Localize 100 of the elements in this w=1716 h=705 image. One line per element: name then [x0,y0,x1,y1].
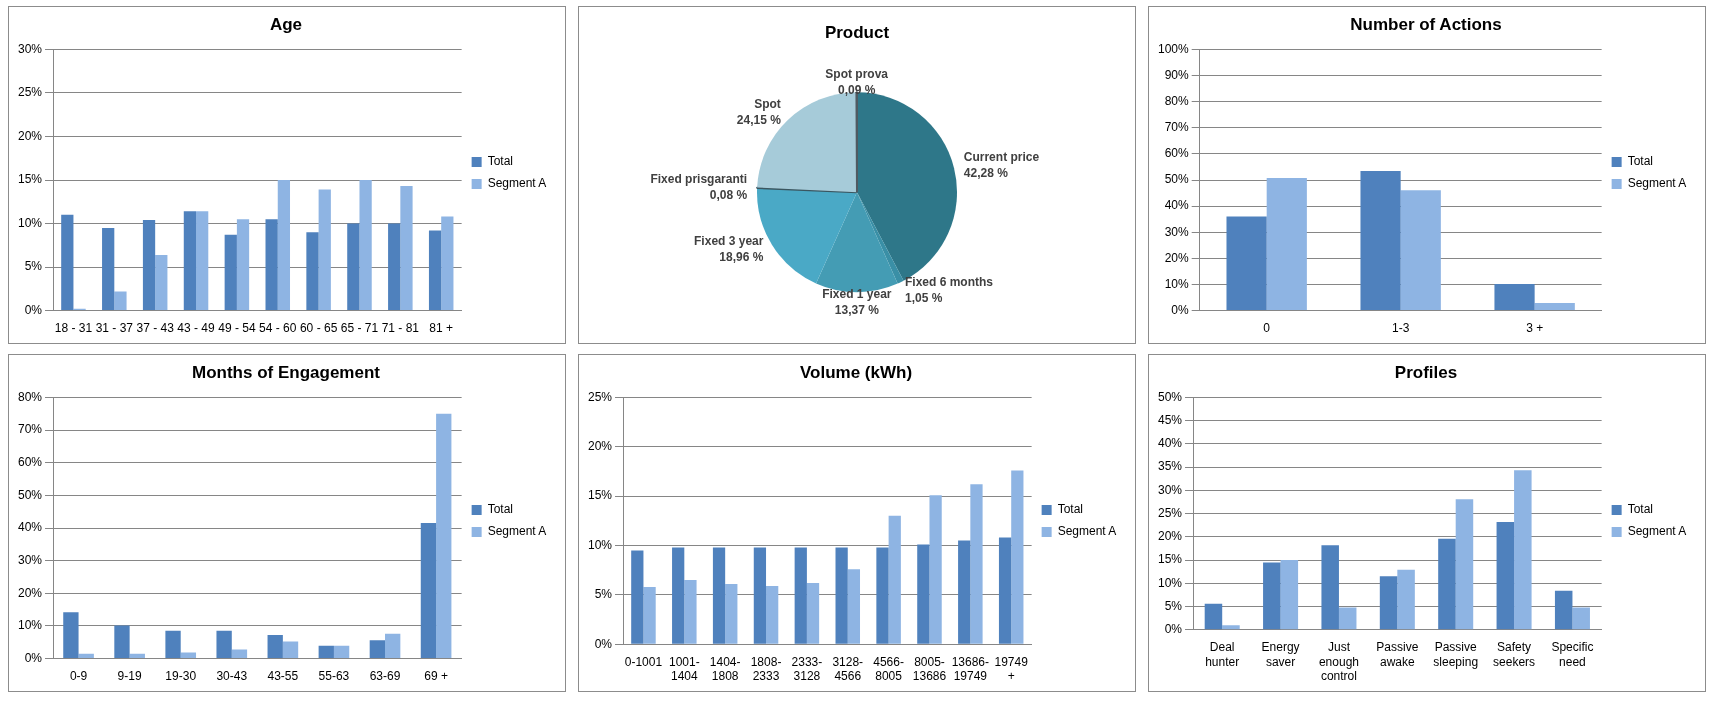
chart-title: Months of Engagement [192,362,381,382]
x-tick-label: 19749 + [994,654,1029,684]
x-tick-label: 1404-1808 [709,654,741,684]
y-tick-label: 20% [17,128,43,143]
y-tick-label: 0% [1164,622,1183,637]
legend-label: Total [1627,502,1653,517]
x-tick-label: 71 - 81 [381,321,420,336]
y-tick-label: 30% [1157,482,1183,497]
x-tick-label: 49 - 54 [218,321,256,336]
legend-label: Segment A [1057,524,1117,539]
y-tick-label: 80% [17,389,43,404]
data-label: 0,08 % [709,187,748,202]
legend-label: Total [1057,502,1083,517]
y-tick-label: 100% [1157,41,1190,56]
x-tick-label: Energy saver [1261,640,1300,669]
x-tick-label: 30-43 [216,669,248,684]
y-tick-label: 30% [17,41,43,56]
x-tick-label: 0-9 [69,669,88,684]
y-tick-label: 90% [1164,67,1190,82]
y-tick-label: 35% [1157,459,1183,474]
x-tick-label: 18 - 31 [54,321,93,336]
y-tick-label: 40% [1164,198,1190,213]
y-tick-label: 50% [1157,389,1183,404]
y-tick-label: 20% [1157,529,1183,544]
x-tick-label: Specific need [1551,640,1594,669]
y-tick-label: 5% [1164,598,1183,613]
x-tick-label: 54 - 60 [259,321,297,336]
y-tick-label: 10% [1164,276,1190,291]
y-tick-label: 60% [17,455,43,470]
chart-title: Product [824,22,890,42]
data-label: 24,15 % [736,113,782,128]
x-tick-label: 19-30 [165,669,197,684]
x-tick-label: 1808-2333 [750,654,782,684]
x-tick-label: 63-69 [369,669,401,684]
slice-label: Fixed prisgaranti [650,171,748,186]
chart-title: Volume (kWh) [799,362,913,382]
x-tick-label: 3 + [1526,321,1544,336]
data-label: 13,37 % [834,302,880,317]
y-tick-label: 5% [24,259,43,274]
y-tick-label: 0% [24,650,43,665]
y-tick-label: 20% [17,585,43,600]
y-tick-label: 70% [17,422,43,437]
y-tick-label: 80% [1164,93,1190,108]
y-tick-label: 25% [17,85,43,100]
legend-label: Segment A [1627,524,1687,539]
chart-title: Age [269,14,303,34]
x-tick-label: 60 - 65 [299,321,338,336]
legend-label: Total [487,502,513,517]
x-tick-label: 8005-13686 [912,654,947,684]
y-tick-label: 25% [1157,505,1183,520]
x-tick-label: 1001-1404 [668,654,700,684]
x-tick-label: 31 - 37 [95,321,134,336]
legend-label: Segment A [487,524,547,539]
x-tick-label: 37 - 43 [136,321,175,336]
x-tick-label: Safety seekers [1493,640,1536,669]
legend-label: Segment A [487,176,547,191]
data-label: 18,96 % [719,250,764,265]
y-tick-label: 40% [1157,436,1183,451]
x-tick-label: 2333-3128 [791,654,823,684]
chart-title: Number of Actions [1350,14,1502,34]
slice-label: Fixed 6 months [905,275,994,290]
y-tick-label: 30% [17,552,43,567]
x-tick-label: 43 - 49 [177,321,216,336]
y-tick-label: 10% [1157,575,1183,590]
y-tick-label: 0% [1171,302,1190,317]
y-tick-label: 50% [17,487,43,502]
y-tick-label: 10% [587,537,613,552]
x-tick-label: 1-3 [1391,321,1410,336]
chart-title: Profiles [1394,362,1458,382]
y-tick-label: 15% [587,488,613,503]
y-tick-label: 0% [594,636,613,651]
x-tick-label: 9-19 [117,669,142,684]
x-tick-label: 0-1001 [624,654,663,669]
x-tick-label: 55-63 [318,669,350,684]
y-tick-label: 10% [17,215,43,230]
y-tick-label: 0% [24,302,43,317]
y-tick-label: 5% [594,587,613,602]
x-tick-label: 81 + [429,321,454,336]
y-tick-label: 15% [1157,552,1183,567]
slice-label: Spot prova [825,66,889,81]
data-label: 42,28 % [963,166,1009,181]
y-tick-label: 30% [1164,224,1190,239]
x-tick-label: Just enough control [1318,640,1359,684]
x-tick-label: 43-55 [267,669,299,684]
y-tick-label: 40% [17,520,43,535]
y-tick-label: 25% [587,389,613,404]
y-tick-label: 45% [1157,412,1183,427]
y-tick-label: 60% [1164,146,1190,161]
x-tick-label: 69 + [424,669,448,684]
y-tick-label: 70% [1164,120,1190,135]
y-tick-label: 10% [17,618,43,633]
legend-label: Total [1627,154,1653,169]
x-tick-label: 4566-8005 [873,654,904,684]
x-tick-label: Passive awake [1376,640,1419,669]
x-tick-label: 0 [1263,321,1271,336]
x-tick-label: 3128-4566 [832,654,864,684]
slice-label: Current price [963,150,1040,165]
x-tick-label: Passive sleeping [1433,640,1479,669]
x-tick-label: Deal hunter [1205,640,1240,669]
y-tick-label: 20% [1164,250,1190,265]
